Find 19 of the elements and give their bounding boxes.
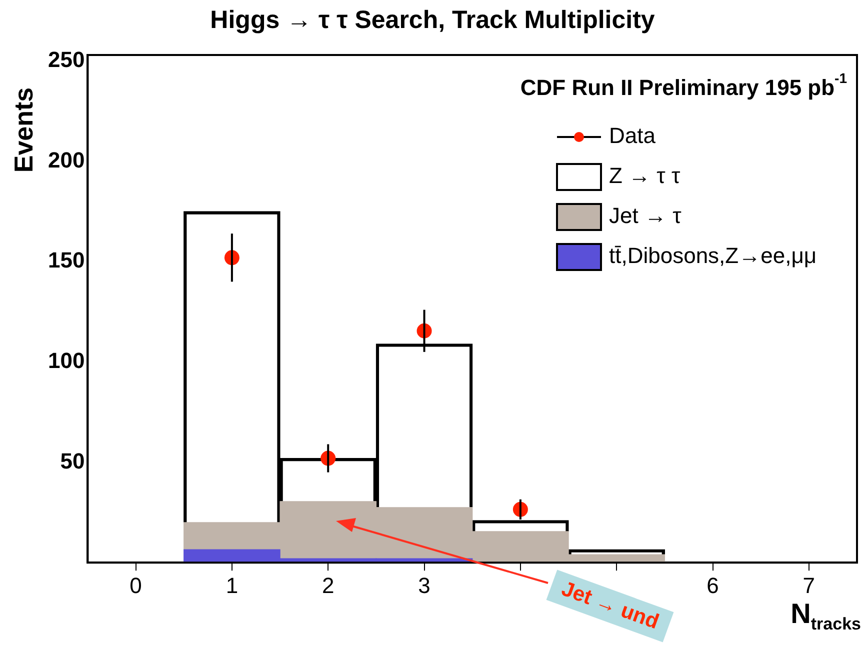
x-axis-title: N$_{tracks}$ xyxy=(790,598,861,635)
y-tick-label: 100 xyxy=(48,348,85,374)
legend-label: Jet → τ xyxy=(609,203,682,228)
x-tick-label: 3 xyxy=(418,572,430,598)
note-box: Jet → und xyxy=(546,570,674,642)
y-tick-label: 150 xyxy=(48,248,85,273)
legend-label: Z → τ τ xyxy=(609,163,680,188)
y-axis-title: Events xyxy=(8,87,40,173)
y-tick-label: 50 xyxy=(60,448,85,474)
x-tick-label: 7 xyxy=(802,572,816,598)
x-tick-label: 0 xyxy=(130,572,142,598)
legend-label: Data xyxy=(609,123,656,148)
y-tick-label: 250 xyxy=(48,47,85,72)
x-tick-label: 1 xyxy=(226,572,238,598)
legend-label: tt̄,Dibosons,Z→ee,μμ xyxy=(609,243,817,268)
y-tick-label: 200 xyxy=(48,147,85,172)
x-tick-label: 2 xyxy=(322,572,334,598)
x-tick-label: 6 xyxy=(706,572,719,598)
chart-title: Higgs → τ τ Search, Track Multiplicity xyxy=(209,6,656,35)
